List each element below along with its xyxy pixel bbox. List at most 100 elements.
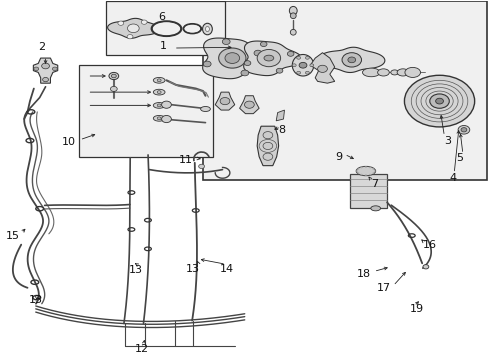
Bar [105, 1, 224, 55]
Text: 10: 10 [62, 138, 76, 147]
Ellipse shape [377, 69, 388, 76]
Text: 14: 14 [220, 264, 234, 274]
Polygon shape [33, 58, 58, 83]
Circle shape [305, 57, 309, 59]
Polygon shape [318, 47, 384, 72]
Circle shape [241, 70, 248, 76]
Ellipse shape [153, 77, 164, 83]
Text: 13: 13 [29, 295, 43, 305]
Polygon shape [243, 41, 301, 76]
Circle shape [253, 50, 261, 56]
Circle shape [360, 167, 362, 168]
Circle shape [218, 48, 245, 68]
Circle shape [220, 98, 229, 105]
Circle shape [355, 170, 357, 172]
Circle shape [404, 75, 474, 127]
Circle shape [296, 57, 300, 59]
Ellipse shape [292, 54, 313, 76]
Circle shape [347, 57, 355, 63]
Ellipse shape [396, 69, 408, 76]
Text: 15: 15 [6, 231, 20, 240]
Ellipse shape [290, 13, 296, 19]
Ellipse shape [153, 116, 164, 121]
Circle shape [305, 71, 309, 74]
Text: 19: 19 [409, 304, 424, 314]
Circle shape [287, 51, 293, 56]
Circle shape [41, 63, 49, 69]
Ellipse shape [289, 6, 297, 15]
Circle shape [276, 68, 282, 73]
Ellipse shape [202, 23, 212, 35]
Circle shape [435, 98, 443, 104]
Circle shape [118, 21, 123, 25]
Ellipse shape [200, 107, 210, 112]
Circle shape [34, 67, 39, 71]
Polygon shape [239, 96, 259, 114]
Bar [79, 65, 212, 157]
Circle shape [364, 174, 366, 176]
Polygon shape [310, 53, 334, 83]
Circle shape [198, 164, 204, 168]
Text: 13: 13 [186, 264, 200, 274]
Ellipse shape [264, 55, 273, 61]
Ellipse shape [109, 72, 119, 80]
Circle shape [360, 174, 362, 175]
Circle shape [422, 265, 428, 269]
Text: 18: 18 [356, 269, 370, 279]
Circle shape [372, 172, 374, 174]
Circle shape [364, 166, 366, 168]
Ellipse shape [110, 86, 117, 91]
Circle shape [372, 168, 374, 170]
Text: 1: 1 [159, 41, 166, 50]
Circle shape [244, 60, 250, 66]
Circle shape [457, 126, 469, 134]
Circle shape [263, 142, 272, 149]
Polygon shape [107, 18, 159, 38]
Ellipse shape [184, 25, 200, 33]
Circle shape [224, 53, 239, 63]
Circle shape [368, 174, 370, 175]
Polygon shape [202, 38, 270, 79]
Text: 4: 4 [448, 173, 455, 183]
Ellipse shape [290, 30, 296, 35]
Circle shape [257, 49, 280, 67]
Text: 11: 11 [179, 155, 193, 165]
Circle shape [244, 101, 254, 108]
Circle shape [317, 65, 327, 72]
Circle shape [263, 132, 272, 139]
Circle shape [309, 64, 313, 67]
Text: 13: 13 [129, 265, 143, 275]
Text: 6: 6 [158, 12, 165, 22]
Ellipse shape [370, 206, 380, 211]
Text: 17: 17 [376, 283, 390, 293]
Circle shape [127, 24, 139, 33]
Ellipse shape [153, 22, 180, 35]
Text: 9: 9 [334, 152, 341, 162]
Ellipse shape [355, 166, 375, 176]
Circle shape [161, 116, 171, 123]
Circle shape [263, 153, 272, 160]
Ellipse shape [390, 70, 398, 75]
Text: 2: 2 [39, 42, 45, 52]
Circle shape [157, 91, 161, 94]
Circle shape [157, 104, 161, 107]
Text: 7: 7 [370, 179, 378, 189]
Circle shape [260, 42, 266, 46]
Circle shape [341, 53, 361, 67]
Ellipse shape [153, 103, 164, 108]
Circle shape [373, 170, 375, 172]
Circle shape [157, 79, 161, 82]
Circle shape [42, 77, 48, 82]
Text: 3: 3 [444, 136, 450, 145]
Polygon shape [257, 126, 278, 166]
Circle shape [292, 64, 296, 67]
Circle shape [141, 20, 147, 24]
Text: 16: 16 [422, 240, 436, 250]
Circle shape [52, 67, 57, 71]
Circle shape [222, 39, 230, 45]
Circle shape [460, 128, 466, 132]
Text: 12: 12 [135, 344, 149, 354]
Polygon shape [276, 110, 284, 121]
Circle shape [357, 172, 359, 174]
Circle shape [368, 167, 370, 168]
